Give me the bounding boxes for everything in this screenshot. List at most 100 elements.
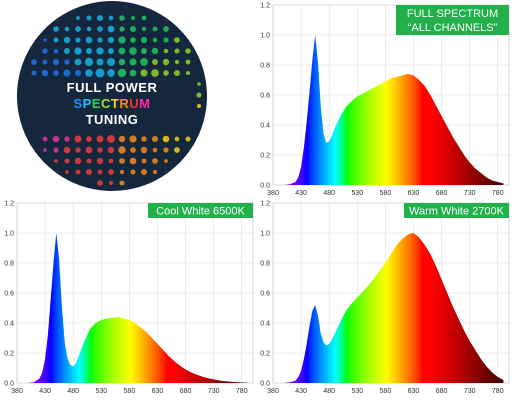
logo-dot [52, 135, 60, 143]
logo-dot [151, 69, 159, 77]
chart-title-line-1: Cool White 6500K [156, 206, 245, 218]
x-tick-label: 380 [267, 388, 279, 395]
logo-dot [130, 147, 136, 153]
logo-dot [75, 169, 81, 175]
logo-dot [85, 146, 93, 154]
y-tick-label: 0.6 [260, 93, 270, 100]
x-tick-label: 780 [492, 190, 504, 197]
y-tick-label: 0.6 [4, 291, 14, 298]
y-tick-label: 0.0 [260, 381, 270, 388]
logo-dot [108, 158, 114, 164]
logo-dot [164, 159, 168, 163]
logo-dot [97, 169, 103, 175]
logo-dot [196, 92, 202, 98]
logo-dot [151, 47, 159, 55]
logo-dot [119, 180, 125, 186]
logo-dot [129, 135, 137, 143]
x-tick-label: 630 [408, 388, 420, 395]
chart-warm-white: 0.0 0.2 0.4 0.6 0.8 1.0 1.2 380 430 480 530 580 630… [260, 201, 510, 395]
y-tick-label: 0.8 [260, 63, 270, 70]
logo-dot [97, 26, 103, 32]
y-tick-labels: 0.0 0.2 0.4 0.6 0.8 1.0 1.2 [260, 3, 270, 190]
y-tick-label: 0.6 [260, 291, 270, 298]
logo-dot [130, 37, 136, 43]
logo-dot [53, 147, 59, 153]
logo-dot [163, 147, 169, 153]
x-tick-label: 730 [464, 388, 476, 395]
logo-dot [107, 146, 115, 154]
logo-dot [119, 158, 125, 164]
logo-dot [141, 158, 147, 164]
logo-dot [31, 59, 37, 65]
x-tick-label: 480 [323, 388, 335, 395]
x-tick-label: 480 [323, 190, 335, 197]
logo-dot [86, 15, 92, 21]
x-tick-label: 530 [351, 190, 363, 197]
logo-dot [54, 159, 58, 163]
logo-dot [53, 70, 59, 76]
logo-dot [41, 69, 49, 77]
logo-dot [129, 69, 137, 77]
logo-dot [63, 69, 71, 77]
logo-dot [152, 26, 158, 32]
x-tick-label: 530 [351, 388, 363, 395]
logo-dot [152, 169, 158, 175]
logo-dot [118, 135, 126, 143]
x-tick-label: 680 [180, 388, 192, 395]
logo-dot [140, 36, 148, 44]
x-tick-label: 780 [236, 388, 248, 395]
x-tick-label: 680 [436, 388, 448, 395]
y-tick-label: 0.2 [260, 351, 270, 358]
logo-dot [174, 48, 180, 54]
logo-dot [141, 136, 147, 142]
logo-dot [107, 69, 115, 77]
logo-dot [162, 58, 170, 66]
y-tick-labels: 0.0 0.2 0.4 0.6 0.8 1.0 1.2 [4, 201, 14, 388]
logo-dot [130, 169, 136, 175]
logo-dot [174, 147, 180, 153]
logo-dot [74, 58, 82, 66]
logo: FULL POWER SPECTRUM TUNING [17, 1, 207, 191]
logo-dot [63, 146, 71, 154]
x-tick-labels: 380 430 480 530 580 630 680 730 780 [267, 388, 504, 395]
logo-dot [119, 169, 125, 175]
y-tick-label: 1.0 [260, 33, 270, 40]
x-tick-label: 730 [464, 190, 476, 197]
x-tick-label: 380 [267, 190, 279, 197]
y-tick-label: 1.2 [260, 201, 270, 208]
logo-dot [117, 68, 127, 78]
x-tick-label: 430 [295, 388, 307, 395]
logo-dot [74, 157, 82, 165]
logo-dot [151, 135, 159, 143]
logo-line-2: SPECTRUM [74, 96, 151, 111]
logo-dot [96, 47, 104, 55]
logo-dot [86, 158, 92, 164]
chart-title-badge: Cool White 6500K [148, 203, 253, 218]
y-tick-label: 0.0 [4, 381, 14, 388]
logo-dot [64, 26, 70, 32]
x-tick-label: 630 [152, 388, 164, 395]
logo-dot [64, 59, 70, 65]
logo-dot [43, 38, 47, 42]
logo-dot [163, 26, 169, 32]
logo-dot [152, 147, 158, 153]
y-tick-label: 0.2 [4, 351, 14, 358]
logo-dot [85, 36, 93, 44]
logo-dot [141, 26, 147, 32]
logo-dot [97, 37, 103, 43]
logo-dot [85, 69, 93, 77]
logo-dot [129, 47, 137, 55]
logo-dot [108, 180, 114, 186]
logo-dot [74, 69, 82, 77]
y-tick-label: 0.8 [260, 261, 270, 268]
y-tick-label: 0.2 [260, 153, 270, 160]
logo-dot [106, 57, 116, 67]
y-tick-label: 1.2 [4, 201, 14, 208]
logo-dot [106, 134, 116, 144]
x-tick-label: 430 [295, 190, 307, 197]
logo-dot [97, 180, 103, 186]
logo-dot [65, 170, 69, 174]
logo-dot [42, 136, 48, 142]
logo-dot [163, 37, 169, 43]
logo-dot [52, 58, 60, 66]
